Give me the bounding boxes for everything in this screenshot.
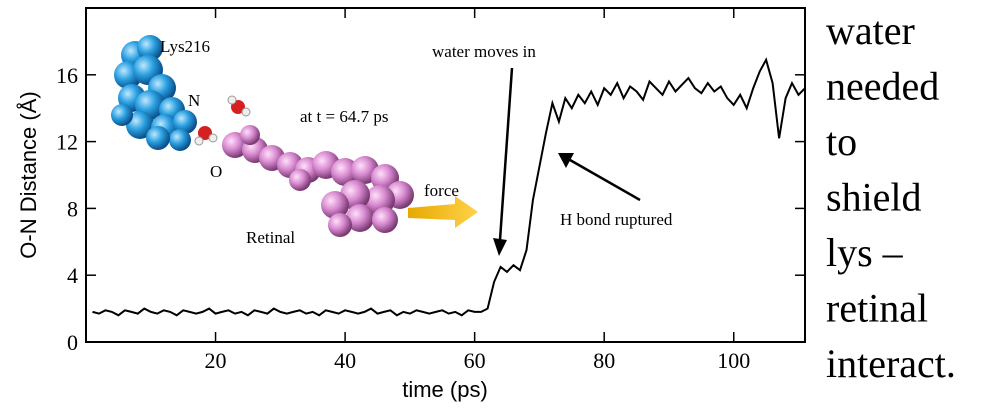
annotation: N (188, 91, 200, 110)
annotation: H bond ruptured (560, 210, 673, 229)
data-line (92, 57, 806, 317)
y-tick-label: 4 (67, 263, 78, 288)
force-arrow (408, 196, 478, 228)
lys-molecule (111, 35, 197, 151)
water-molecule (194, 95, 251, 146)
arrows (493, 67, 641, 256)
x-tick-label: 80 (593, 348, 615, 373)
x-tick-label: 20 (205, 348, 227, 373)
side-text: water (826, 8, 915, 53)
annotation: Retinal (246, 228, 295, 247)
x-axis-label: time (ps) (402, 377, 488, 402)
y-tick-label: 0 (67, 330, 78, 355)
y-axis-label: O-N Distance (Å) (16, 91, 41, 258)
annotation: water moves in (432, 42, 536, 61)
x-tick-label: 100 (717, 348, 750, 373)
y-tick-label: 16 (56, 63, 78, 88)
side-text: shield (826, 175, 922, 220)
annotation: O (210, 162, 222, 181)
x-tick-label: 60 (464, 348, 486, 373)
annotation: force (424, 181, 459, 200)
side-text: interact. (826, 341, 956, 386)
y-tick-label: 12 (56, 130, 78, 155)
side-text: needed (826, 64, 939, 109)
y-tick-label: 8 (67, 196, 78, 221)
side-text: to (826, 119, 857, 164)
side-text: lys – (826, 230, 904, 275)
side-text: retinal (826, 286, 928, 331)
x-tick-label: 40 (334, 348, 356, 373)
retinal-molecule (222, 125, 414, 237)
annotation: Lys216 (160, 37, 210, 56)
plot-frame (85, 7, 806, 343)
annotation: at t = 64.7 ps (300, 107, 388, 126)
